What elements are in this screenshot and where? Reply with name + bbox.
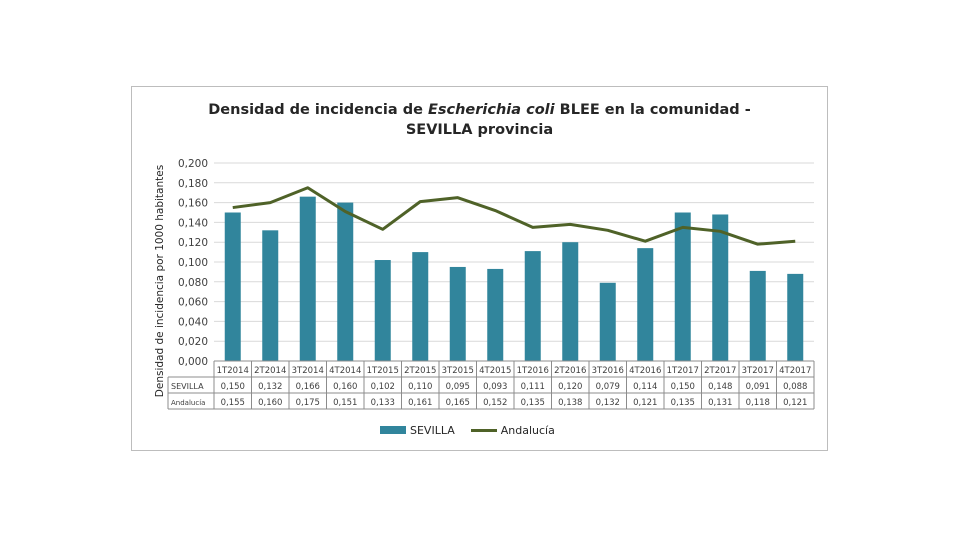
chart-frame (131, 86, 828, 451)
table-value: 0,151 (333, 398, 357, 408)
y-tick-label: 0,160 (178, 198, 208, 210)
y-tick-label: 0,140 (178, 217, 208, 229)
table-value: 0,120 (558, 382, 582, 392)
bar-sevilla (637, 248, 654, 361)
bar-sevilla (787, 273, 804, 361)
x-category-label: 3T2016 (592, 366, 624, 376)
table-value: 0,095 (446, 382, 470, 392)
x-category-label: 4T2017 (779, 366, 811, 376)
x-category-label: 1T2014 (217, 366, 249, 376)
x-category-label: 4T2015 (479, 366, 511, 376)
title-part-1: Densidad de incidencia de (208, 102, 428, 118)
table-value: 0,161 (408, 398, 432, 408)
bar-sevilla (599, 282, 616, 361)
title-line-2: SEVILLA provincia (405, 122, 554, 138)
y-tick-label: 0,040 (178, 316, 208, 328)
table-value: 0,148 (708, 382, 732, 392)
bar-sevilla (712, 214, 729, 361)
table-value: 0,160 (333, 382, 357, 392)
bar-sevilla (374, 260, 391, 361)
table-row-header: SEVILLA (171, 382, 204, 391)
table-value: 0,118 (746, 398, 770, 408)
legend: SEVILLA Andalucía (380, 422, 555, 438)
bar-sevilla (224, 212, 241, 361)
bar-sevilla (524, 251, 541, 361)
table-value: 0,091 (746, 382, 770, 392)
table-value: 0,150 (221, 382, 245, 392)
x-category-label: 2T2017 (704, 366, 736, 376)
table-value: 0,133 (371, 398, 395, 408)
table-value: 0,175 (296, 398, 320, 408)
table-value: 0,135 (521, 398, 545, 408)
bar-sevilla (674, 212, 691, 361)
bar-sevilla (562, 242, 579, 361)
x-category-label: 2T2016 (554, 366, 586, 376)
bar-sevilla (412, 252, 429, 361)
table-value: 0,165 (446, 398, 470, 408)
x-category-label: 1T2017 (667, 366, 699, 376)
table-value: 0,131 (708, 398, 732, 408)
y-tick-label: 0,000 (178, 356, 208, 368)
legend-andalucia-swatch (470, 428, 497, 432)
y-tick-label: 0,020 (178, 336, 208, 348)
y-tick-label: 0,180 (178, 178, 208, 190)
table-value: 0,114 (633, 382, 657, 392)
y-tick-label: 0,120 (178, 237, 208, 249)
bar-sevilla (299, 196, 316, 361)
bar-sevilla (749, 270, 766, 361)
x-category-label: 1T2015 (367, 366, 399, 376)
table-value: 0,121 (783, 398, 807, 408)
y-tick-label: 0,080 (178, 277, 208, 289)
table-value: 0,132 (258, 382, 282, 392)
bar-sevilla (449, 266, 466, 361)
table-value: 0,079 (596, 382, 620, 392)
table-value: 0,093 (483, 382, 507, 392)
table-value: 0,121 (633, 398, 657, 408)
x-category-label: 3T2017 (742, 366, 774, 376)
legend-sevilla-swatch (380, 426, 406, 434)
x-category-label: 1T2016 (517, 366, 549, 376)
table-value: 0,102 (371, 382, 395, 392)
x-category-label: 2T2014 (254, 366, 286, 376)
legend-sevilla-label: SEVILLA (410, 423, 455, 437)
legend-andalucia-label: Andalucía (500, 423, 555, 437)
table-value: 0,138 (558, 398, 582, 408)
x-category-label: 3T2015 (442, 366, 474, 376)
x-category-label: 4T2014 (329, 366, 361, 376)
title-part-2: BLEE en la comunidad - (554, 102, 751, 118)
table-value: 0,088 (783, 382, 807, 392)
bar-sevilla (262, 230, 279, 361)
x-category-label: 2T2015 (404, 366, 436, 376)
chart-title: Densidad de incidencia de Escherichia co… (131, 100, 828, 140)
table-value: 0,166 (296, 382, 320, 392)
bar-sevilla (487, 268, 504, 361)
y-tick-label: 0,100 (178, 257, 208, 269)
x-category-label: 3T2014 (292, 366, 324, 376)
table-value: 0,152 (483, 398, 507, 408)
table-value: 0,111 (521, 382, 545, 392)
bar-sevilla (337, 202, 354, 361)
y-tick-label: 0,200 (178, 158, 208, 170)
line-andalucia (232, 186, 796, 246)
table-value: 0,160 (258, 398, 282, 408)
table-value: 0,150 (671, 382, 695, 392)
x-category-label: 4T2016 (629, 366, 661, 376)
table-value: 0,110 (408, 382, 432, 392)
table-row-header: Andalucía (171, 399, 205, 407)
table-value: 0,135 (671, 398, 695, 408)
table-value: 0,132 (596, 398, 620, 408)
title-organism: Escherichia coli (427, 102, 555, 118)
y-tick-label: 0,060 (178, 297, 208, 309)
table-value: 0,155 (221, 398, 245, 408)
